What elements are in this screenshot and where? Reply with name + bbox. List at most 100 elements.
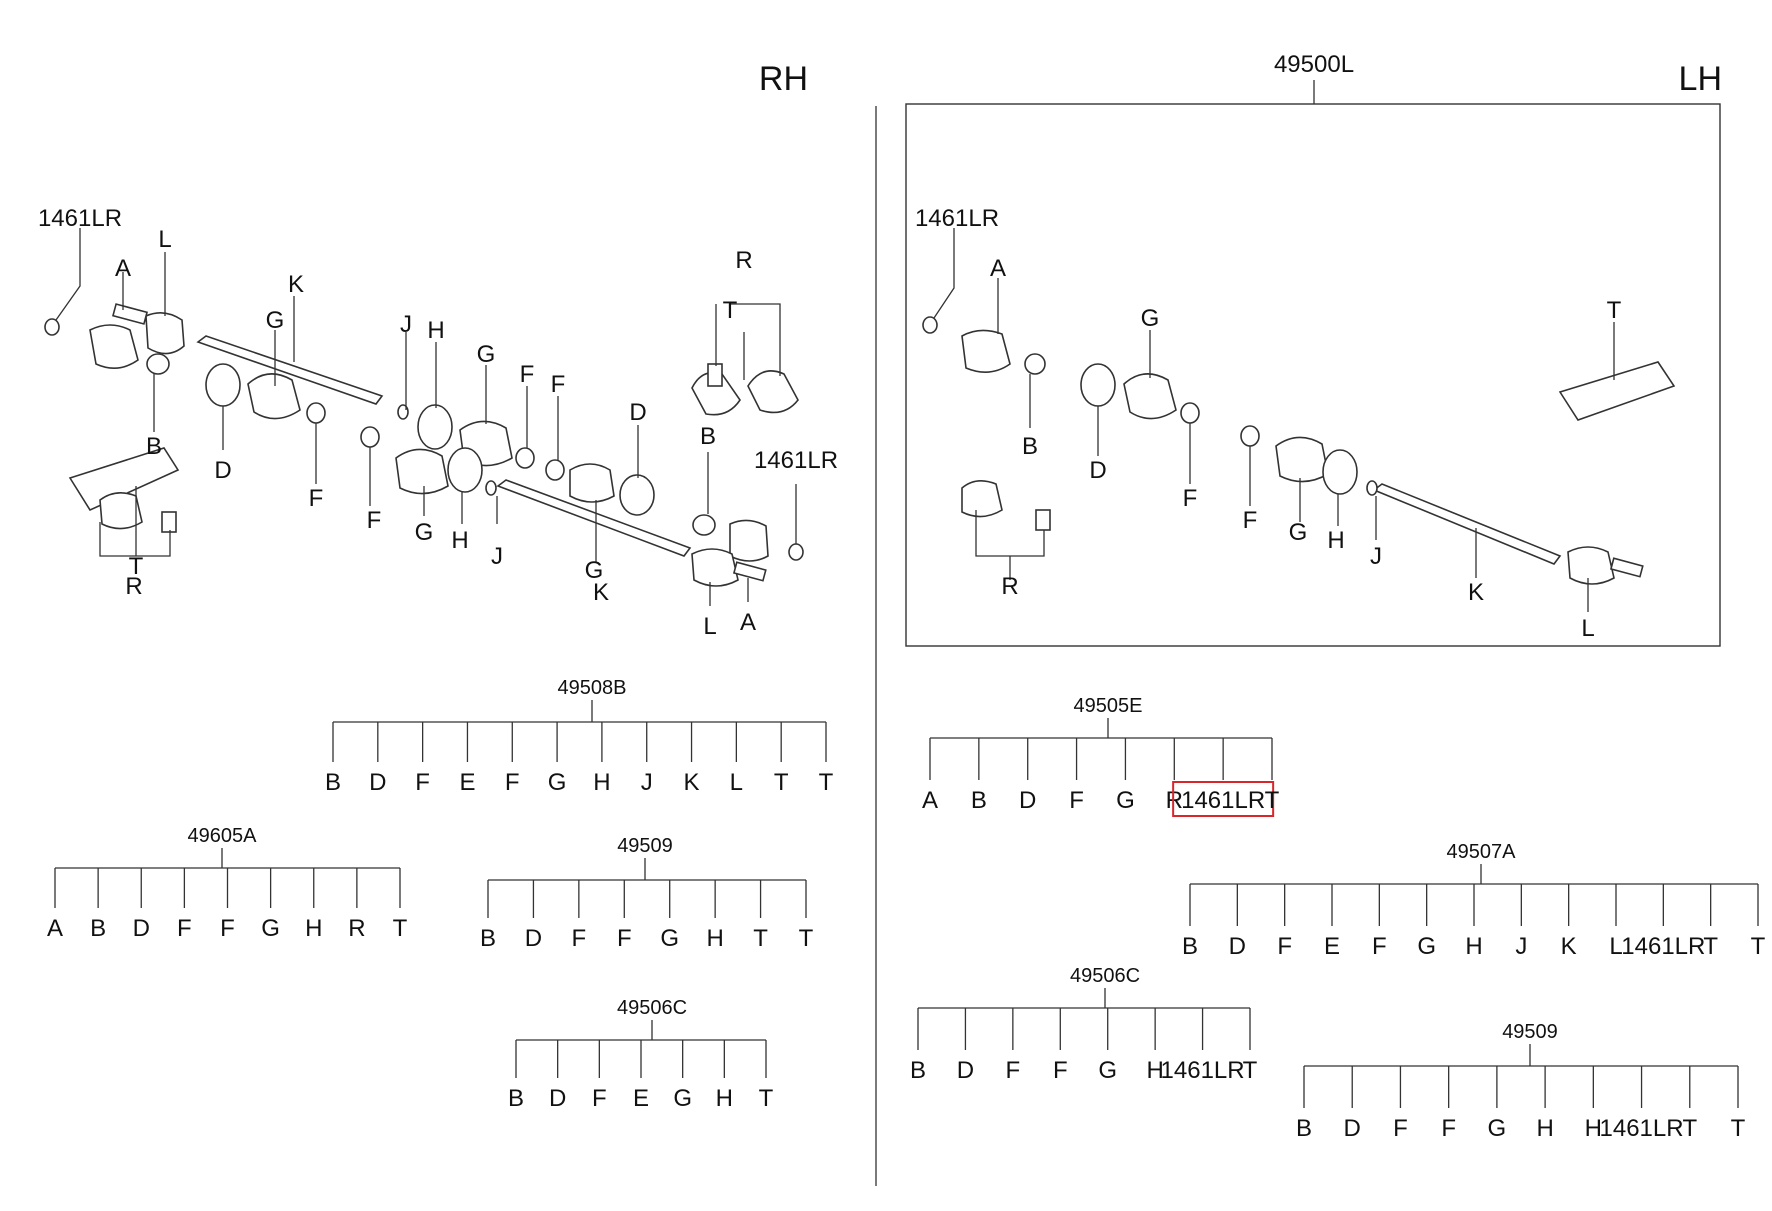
kit-item: H xyxy=(1465,933,1482,960)
rh-clamp-f3 xyxy=(515,447,535,469)
kit-item: H xyxy=(1536,1115,1553,1142)
lh-clamp-f2 xyxy=(1240,425,1260,447)
svg-text:K: K xyxy=(288,271,304,298)
kit-item: K xyxy=(684,769,700,796)
rh-ring-b xyxy=(146,353,170,375)
kit-item: T xyxy=(1265,787,1280,814)
svg-text:J: J xyxy=(1370,543,1382,570)
svg-text:J: J xyxy=(400,311,412,338)
svg-text:T: T xyxy=(723,297,738,324)
kit-item: F xyxy=(1069,787,1084,814)
rh-tripod-r xyxy=(691,371,741,416)
kit-item: G xyxy=(660,925,679,952)
lh-callout-labels: 1461LR A B D G F F G H J K L R T xyxy=(915,205,1622,642)
svg-text:F: F xyxy=(551,371,566,398)
kit-item: R xyxy=(348,915,365,942)
lh-exploded-view xyxy=(922,228,1676,612)
kit-item: 1461LR xyxy=(1600,1115,1684,1142)
lh-bolt xyxy=(1035,509,1051,531)
kit-item: E xyxy=(459,769,475,796)
kit-item: D xyxy=(1344,1115,1361,1142)
kit-item: G xyxy=(1488,1115,1507,1142)
kit-item: H xyxy=(593,769,610,796)
svg-text:G: G xyxy=(1141,305,1160,332)
kit-item: F xyxy=(592,1085,607,1112)
kit-item: H xyxy=(716,1085,733,1112)
rh-bolt-t2 xyxy=(161,511,177,533)
kit-item: H xyxy=(305,915,322,942)
svg-text:J: J xyxy=(491,543,503,570)
lh-outer-joint-l xyxy=(1567,546,1615,585)
svg-text:D: D xyxy=(629,399,646,426)
kit-item: D xyxy=(369,769,386,796)
kit-item: T xyxy=(753,925,768,952)
kit-code: 49506C xyxy=(1070,965,1140,987)
svg-text:L: L xyxy=(1581,615,1594,642)
kit-code: 49509 xyxy=(617,835,673,857)
lh-boot-g2 xyxy=(1275,436,1329,483)
lh-assembly-frame xyxy=(905,103,1721,647)
svg-text:G: G xyxy=(585,557,604,584)
svg-text:B: B xyxy=(146,433,162,460)
kit-item: T xyxy=(819,769,834,796)
header-lh: LH xyxy=(1679,60,1722,98)
kit-code: 49507A xyxy=(1447,841,1517,863)
kit-tree-49506c: 49506C B D F E G H T xyxy=(508,997,774,1112)
rh-circlip-j2 xyxy=(485,480,497,496)
assembly-code-lh: 49500L xyxy=(1274,51,1354,78)
kit-item: F xyxy=(1441,1115,1456,1142)
kit-item: E xyxy=(633,1085,649,1112)
kit-item: B xyxy=(508,1085,524,1112)
kit-item: L xyxy=(1609,933,1622,960)
kit-item: T xyxy=(1682,1115,1697,1142)
svg-text:L: L xyxy=(703,613,716,640)
svg-text:H: H xyxy=(427,317,444,344)
svg-text:A: A xyxy=(990,255,1006,282)
rh-clamp-f2 xyxy=(360,426,380,448)
svg-text:G: G xyxy=(477,341,496,368)
highlight-box xyxy=(1172,781,1275,817)
kit-item: D xyxy=(1019,787,1036,814)
svg-text:G: G xyxy=(415,519,434,546)
kit-item: 1461LR xyxy=(1621,933,1705,960)
kit-item: B xyxy=(1182,933,1198,960)
lh-band-h xyxy=(1322,449,1358,495)
kit-item: F xyxy=(1372,933,1387,960)
kit-item: F xyxy=(1006,1057,1021,1084)
svg-text:D: D xyxy=(1089,457,1106,484)
svg-text:1461LR: 1461LR xyxy=(915,205,999,232)
rh-boot-g xyxy=(247,373,301,420)
kit-item: K xyxy=(1561,933,1577,960)
kit-tree-49509: 49509 B D F F G H T T xyxy=(480,835,814,952)
svg-text:F: F xyxy=(1243,507,1258,534)
rh-tripod-housing xyxy=(747,370,799,414)
svg-text:G: G xyxy=(1289,519,1308,546)
lh-circlip xyxy=(922,316,938,334)
lh-inner-joint-a xyxy=(961,329,1011,373)
svg-text:F: F xyxy=(309,485,324,512)
svg-text:D: D xyxy=(214,457,231,484)
header-rh: RH xyxy=(759,60,808,98)
kit-item: D xyxy=(525,925,542,952)
svg-text:B: B xyxy=(700,423,716,450)
kit-item: D xyxy=(957,1057,974,1084)
rh-circlip xyxy=(44,318,60,336)
kit-item: G xyxy=(1098,1057,1117,1084)
kit-item: T xyxy=(774,769,789,796)
svg-text:1461LR: 1461LR xyxy=(38,205,122,232)
rh-exploded-view xyxy=(44,228,804,606)
kit-item: R xyxy=(1166,787,1183,814)
rh-lower-shaft xyxy=(496,479,692,557)
rh-clamp-f xyxy=(306,402,326,424)
svg-text:R: R xyxy=(735,247,752,274)
lh-circlip-j xyxy=(1366,480,1378,496)
svg-text:1461LR: 1461LR xyxy=(754,447,838,474)
kit-item: G xyxy=(1417,933,1436,960)
rh-grease-tube xyxy=(68,447,180,512)
kit-item: 1461LR xyxy=(1161,1057,1245,1084)
rh-outer-joint-l xyxy=(691,548,739,587)
